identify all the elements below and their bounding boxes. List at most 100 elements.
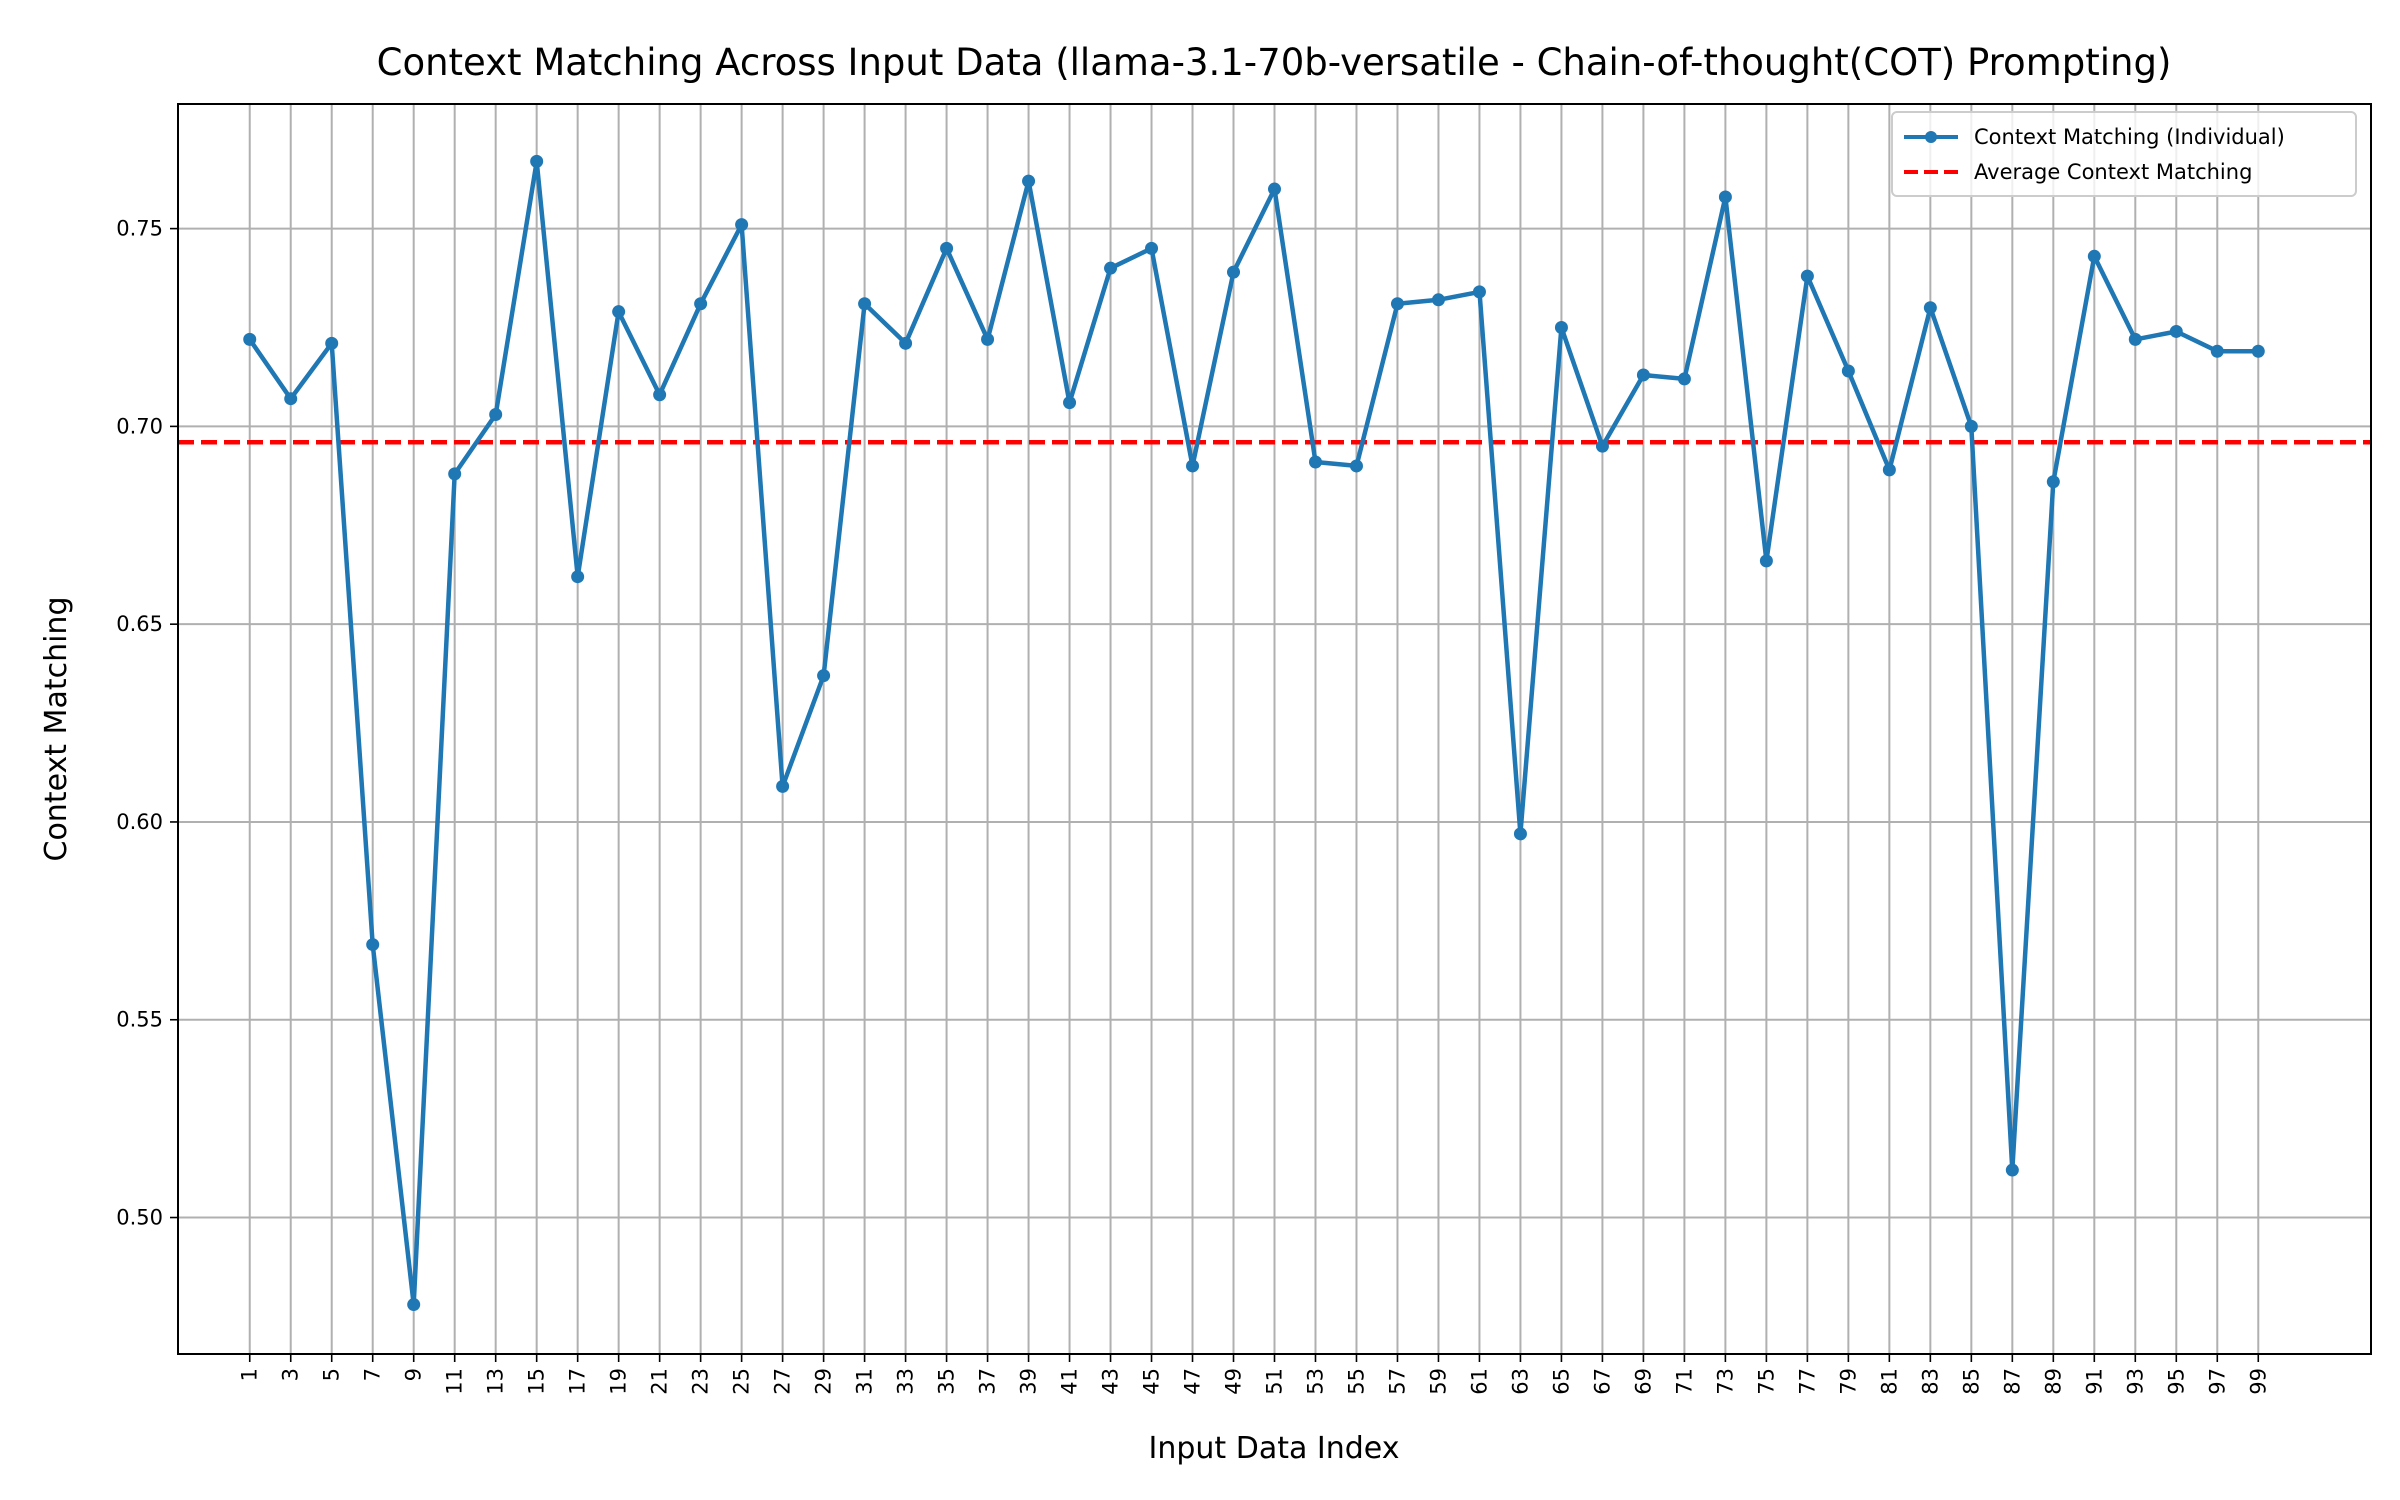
x-tick-label: 99 xyxy=(2246,1368,2270,1395)
legend-label-average: Average Context Matching xyxy=(1974,160,2252,184)
y-axis-label: Context Matching xyxy=(39,597,74,862)
x-tick-label: 15 xyxy=(525,1368,549,1395)
x-tick-label: 69 xyxy=(1631,1368,1655,1395)
x-tick-label: 67 xyxy=(1590,1368,1614,1395)
x-tick-label: 7 xyxy=(361,1368,385,1381)
x-axis-label: Input Data Index xyxy=(1149,1431,1400,1466)
data-point xyxy=(1554,320,1568,334)
data-point xyxy=(1513,827,1527,841)
x-tick-label: 5 xyxy=(320,1368,344,1381)
data-point xyxy=(1964,419,1978,433)
x-tick-label: 81 xyxy=(1877,1368,1901,1395)
data-point xyxy=(2251,344,2265,358)
data-point xyxy=(1636,368,1650,382)
x-tick-label: 13 xyxy=(484,1368,508,1395)
data-point xyxy=(1923,301,1937,315)
x-tick-label: 91 xyxy=(2082,1368,2106,1395)
data-point xyxy=(1268,182,1281,196)
data-point xyxy=(1431,293,1445,307)
data-point xyxy=(2046,475,2060,489)
y-tick-label: 0.65 xyxy=(116,612,163,636)
data-point xyxy=(1104,261,1118,275)
data-point xyxy=(1718,190,1732,204)
data-point xyxy=(653,388,667,402)
data-point xyxy=(1472,285,1486,299)
data-point xyxy=(407,1298,421,1312)
data-point xyxy=(1882,463,1896,477)
legend-marker-individual xyxy=(1925,131,1937,143)
data-point xyxy=(1390,297,1404,311)
x-tick-label: 39 xyxy=(1017,1368,1041,1395)
data-point xyxy=(2169,324,2183,338)
y-tick-label: 0.55 xyxy=(116,1008,163,1032)
x-tick-label: 59 xyxy=(1426,1368,1450,1395)
x-tick-label: 23 xyxy=(689,1368,713,1395)
y-tick-label: 0.60 xyxy=(116,810,163,834)
x-tick-label: 37 xyxy=(976,1368,1000,1395)
data-point xyxy=(981,332,995,346)
context-matching-line xyxy=(247,159,2259,1307)
x-tick-label: 63 xyxy=(1508,1368,1532,1395)
data-point xyxy=(694,297,708,311)
data-point xyxy=(1677,372,1691,386)
data-point xyxy=(899,336,913,350)
legend: Context Matching (Individual) Average Co… xyxy=(1891,111,2357,197)
data-point xyxy=(1841,364,1855,378)
x-tick-label: 3 xyxy=(279,1368,303,1381)
data-point xyxy=(1308,455,1322,469)
x-tick-label: 83 xyxy=(1918,1368,1942,1395)
data-point xyxy=(1063,396,1077,410)
x-tick-label: 71 xyxy=(1672,1368,1696,1395)
data-point xyxy=(448,467,462,481)
x-tick-label: 85 xyxy=(1959,1368,1983,1395)
data-point xyxy=(1759,554,1773,568)
x-tick-label: 57 xyxy=(1385,1368,1409,1395)
data-point xyxy=(776,779,790,793)
x-tick-label: 35 xyxy=(935,1368,959,1395)
x-tick-label: 19 xyxy=(607,1368,631,1395)
data-point xyxy=(2128,332,2142,346)
data-point xyxy=(1186,459,1200,473)
y-tick-label: 0.50 xyxy=(116,1206,163,1230)
data-point xyxy=(571,570,585,584)
data-point xyxy=(1145,241,1159,255)
data-point xyxy=(284,392,298,406)
data-point xyxy=(858,297,872,311)
x-tick-label: 79 xyxy=(1836,1368,1860,1395)
x-tick-label: 21 xyxy=(648,1368,672,1395)
x-tick-label: 45 xyxy=(1140,1368,1164,1395)
data-point xyxy=(366,938,380,952)
data-point xyxy=(1022,174,1036,188)
chart-title: Context Matching Across Input Data (llam… xyxy=(377,41,2172,84)
data-point xyxy=(2005,1163,2019,1177)
data-point xyxy=(530,154,544,168)
x-tick-label: 41 xyxy=(1058,1368,1082,1395)
y-tick-label: 0.75 xyxy=(116,217,163,241)
x-tick-label: 53 xyxy=(1303,1368,1327,1395)
x-tick-label: 17 xyxy=(566,1368,590,1395)
x-tick-label: 49 xyxy=(1222,1368,1246,1395)
series-group xyxy=(243,154,2265,1312)
x-tick-label: 77 xyxy=(1795,1368,1819,1395)
data-point xyxy=(2087,249,2101,263)
x-tick-label: 61 xyxy=(1467,1368,1491,1395)
data-point xyxy=(2210,344,2224,358)
x-tick-label: 43 xyxy=(1099,1368,1123,1395)
x-tick-label: 87 xyxy=(2000,1368,2024,1395)
x-tick-label: 89 xyxy=(2041,1368,2065,1395)
legend-box xyxy=(1891,111,2357,197)
x-tick-label: 33 xyxy=(894,1368,918,1395)
data-point xyxy=(817,669,831,683)
axis-ticks: 1 3 5 7 9 11 13 15 17 19 21 23 25 27 29 31 33 35 37 39 41 43 4… xyxy=(116,217,2270,1395)
x-tick-label: 73 xyxy=(1713,1368,1737,1395)
data-point xyxy=(325,336,339,350)
x-tick-label: 93 xyxy=(2123,1368,2147,1395)
data-point xyxy=(1595,439,1609,453)
x-tick-label: 65 xyxy=(1549,1368,1573,1395)
y-tick-label: 0.70 xyxy=(116,414,163,438)
data-point xyxy=(1227,265,1241,279)
data-point xyxy=(612,305,626,319)
data-point xyxy=(489,408,503,422)
data-point xyxy=(1800,269,1814,283)
grid xyxy=(178,104,2371,1354)
